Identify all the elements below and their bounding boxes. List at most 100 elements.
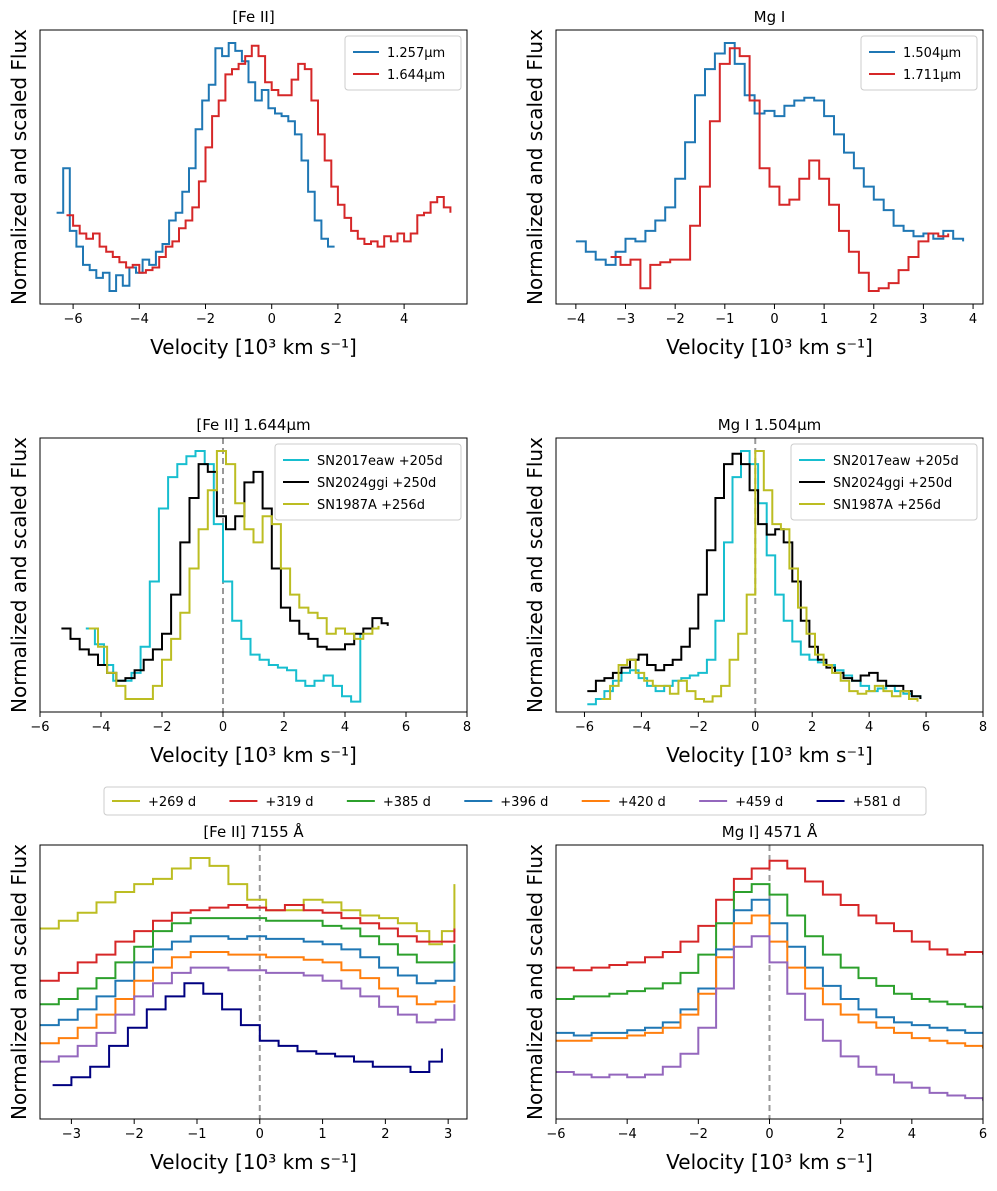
shared-legend-frame xyxy=(103,786,927,816)
shared-legend-label: +459 d xyxy=(735,795,783,810)
axes-frame xyxy=(39,437,468,713)
legend-label: 1.711μm xyxy=(903,68,961,83)
legend: 1.257μm 1.644μm xyxy=(344,35,462,91)
x-tick-label: 4 xyxy=(341,720,349,735)
legend-label: 1.504μm xyxy=(903,46,961,61)
series-group xyxy=(56,42,452,292)
x-tick-label: 4 xyxy=(969,312,977,327)
legend-label: 1.257μm xyxy=(387,46,445,61)
series-line--420-d xyxy=(40,951,456,1045)
legend-label: SN2017eaw +205d xyxy=(833,454,959,469)
chart-panel-2: Mg I −4 −3 −2 −1 0 1 2 3 4 Velocity [10³ km s⁻¹] No… xyxy=(523,8,984,359)
x-axis-label: Velocity [10³ km s⁻¹] xyxy=(150,335,357,359)
series-group xyxy=(556,859,983,1101)
x-tick-label: −1 xyxy=(187,1127,206,1142)
x-tick-label: 0 xyxy=(256,1127,264,1142)
series-group xyxy=(587,450,922,706)
x-axis-label: Velocity [10³ km s⁻¹] xyxy=(150,1150,357,1174)
series-group xyxy=(40,857,456,1087)
series-line--396-d xyxy=(40,935,456,1027)
series-line--420-d xyxy=(556,914,983,1049)
legend-label: 1.644μm xyxy=(387,68,445,83)
x-tick-label: −6 xyxy=(575,720,594,735)
x-axis-label: Velocity [10³ km s⁻¹] xyxy=(666,335,873,359)
x-tick-label: 0 xyxy=(751,720,759,735)
x-tick-label: 8 xyxy=(463,720,471,735)
legend-label: SN2024ggi +250d xyxy=(317,476,436,491)
x-tick-label: 2 xyxy=(808,720,816,735)
x-tick-label: 2 xyxy=(381,1127,389,1142)
x-tick-label: −2 xyxy=(689,1127,708,1142)
legend-label: SN1987A +256d xyxy=(317,498,425,513)
x-tick-label: 6 xyxy=(402,720,410,735)
x-tick-label: −2 xyxy=(152,720,171,735)
legend: 1.504μm 1.711μm xyxy=(860,35,978,91)
x-tick-label: 1 xyxy=(318,1127,326,1142)
series-line--459-d xyxy=(556,935,983,1101)
axes-frame xyxy=(555,437,984,713)
chart-panel-1: [Fe II] −6 −4 −2 0 2 4 Velocity [10³ km s⁻¹] Nor… xyxy=(7,8,468,359)
series-line-1-644-m xyxy=(66,44,452,274)
y-axis-label: Normalized and scaled Flux xyxy=(7,29,31,305)
series-group xyxy=(575,42,965,292)
legend-frame xyxy=(790,443,978,521)
shared-legend-label: +269 d xyxy=(148,795,196,810)
x-tick-label: −3 xyxy=(616,312,635,327)
y-axis-label: Normalized and scaled Flux xyxy=(7,844,31,1120)
x-tick-label: −4 xyxy=(618,1127,637,1142)
series-line--269-d xyxy=(40,857,456,946)
chart-panel-3: [Fe II] 1.644μm −6 −4 −2 0 2 4 6 8 Velocity [10³ … xyxy=(7,416,471,767)
legend: SN2017eaw +205d SN2024ggi +250d SN1987A +2… xyxy=(790,443,978,521)
x-tick-label: 2 xyxy=(280,720,288,735)
x-tick-label: −1 xyxy=(715,312,734,327)
x-tick-label: 4 xyxy=(400,312,408,327)
series-line-1-711-m xyxy=(610,47,950,292)
panel-title: Mg I xyxy=(754,8,786,26)
x-tick-label: −6 xyxy=(64,312,83,327)
panel-title: Mg I] 4571 Å xyxy=(722,822,818,841)
series-line-SN2017eaw-205d xyxy=(85,450,362,703)
legend-frame xyxy=(344,35,462,91)
series-line-SN2024ggi-250d xyxy=(587,452,922,699)
y-axis-label: Normalized and scaled Flux xyxy=(523,844,547,1120)
series-line--319-d xyxy=(40,904,456,982)
series-group xyxy=(61,450,389,703)
x-tick-label: 2 xyxy=(870,312,878,327)
x-tick-label: −2 xyxy=(689,720,708,735)
x-tick-label: 2 xyxy=(837,1127,845,1142)
shared-legend-label: +581 d xyxy=(853,795,901,810)
legend-frame xyxy=(860,35,978,91)
x-tick-label: 0 xyxy=(770,312,778,327)
x-tick-label: 4 xyxy=(865,720,873,735)
x-axis-label: Velocity [10³ km s⁻¹] xyxy=(666,1150,873,1174)
x-tick-label: −2 xyxy=(196,312,215,327)
x-tick-label: 4 xyxy=(908,1127,916,1142)
x-tick-label: 2 xyxy=(334,312,342,327)
series-line-SN2017eaw-205d xyxy=(587,450,922,706)
shared-legend-label: +385 d xyxy=(383,795,431,810)
x-tick-label: 0 xyxy=(268,312,276,327)
axes-frame xyxy=(39,29,468,305)
panel-title: [Fe II] 1.644μm xyxy=(196,416,310,434)
series-line--459-d xyxy=(40,966,456,1063)
panel-title: [Fe II] xyxy=(232,8,274,26)
x-tick-label: −2 xyxy=(666,312,685,327)
x-tick-label: 0 xyxy=(219,720,227,735)
series-line-SN1987A-256d xyxy=(601,450,919,703)
x-tick-label: 1 xyxy=(820,312,828,327)
y-axis-label: Normalized and scaled Flux xyxy=(523,29,547,305)
x-tick-label: −4 xyxy=(632,720,651,735)
x-tick-label: −4 xyxy=(91,720,110,735)
series-line-1-257-m xyxy=(56,42,335,292)
chart-panel-6: Mg I] 4571 Å −6 −4 −2 0 2 4 6 Velocity [10³ km s… xyxy=(523,822,987,1174)
series-line--319-d xyxy=(556,859,983,972)
chart-panel-4: Mg I 1.504μm −6 −4 −2 0 2 4 6 8 Velocity [10³ km … xyxy=(523,416,987,767)
chart-panel-5: [Fe II] 7155 Å −3 −2 −1 0 1 2 3 Velocity [10³ km… xyxy=(7,822,468,1174)
y-axis-label: Normalized and scaled Flux xyxy=(7,437,31,713)
x-axis-label: Velocity [10³ km s⁻¹] xyxy=(666,743,873,767)
legend: SN2017eaw +205d SN2024ggi +250d SN1987A +2… xyxy=(274,443,462,521)
x-tick-label: 3 xyxy=(919,312,927,327)
shared-legend-label: +420 d xyxy=(618,795,666,810)
shared-legend: +269 d +319 d +385 d +396 d +420 d +459 d +581… xyxy=(103,786,927,816)
